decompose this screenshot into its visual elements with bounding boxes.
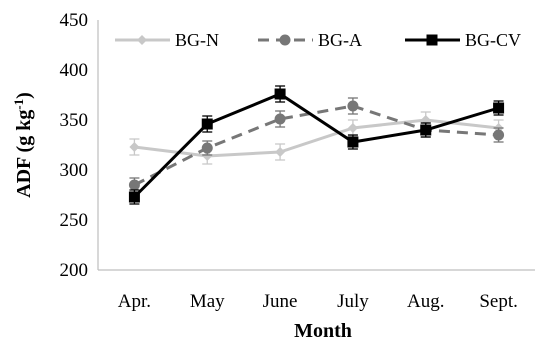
- legend-label-bg-n: BG-N: [175, 30, 219, 50]
- y-tick-label: 350: [60, 110, 89, 131]
- x-tick-label: Sept.: [479, 291, 518, 312]
- legend-item-bg-n: BG-N: [115, 30, 219, 50]
- y-tick-label: 250: [60, 210, 89, 231]
- series-bg-cv: [128, 85, 505, 205]
- legend-label-bg-cv: BG-CV: [465, 30, 521, 50]
- series-layer: [128, 85, 505, 205]
- legend: BG-N BG-A BG-CV: [115, 30, 521, 50]
- x-tick-labels: Apr. May June July Aug. Sept.: [118, 291, 518, 312]
- x-tick-label: July: [337, 291, 369, 312]
- data-point-bg-n: [202, 151, 213, 161]
- data-point-bg-a: [128, 179, 140, 191]
- legend-marker-bg-n: [137, 35, 147, 45]
- data-point-bg-cv: [274, 88, 286, 100]
- y-tick-label: 200: [60, 260, 89, 281]
- x-tick-label: May: [190, 291, 225, 312]
- data-point-bg-a: [493, 129, 505, 141]
- series-bg-n: [129, 111, 504, 165]
- y-axis-title: ADF (g kg-1): [11, 92, 35, 198]
- data-point-bg-cv: [420, 124, 432, 136]
- data-point-bg-cv: [347, 136, 359, 148]
- legend-label-bg-a: BG-A: [318, 30, 362, 50]
- y-tick-label: 450: [60, 10, 89, 31]
- legend-marker-bg-cv: [426, 34, 438, 46]
- y-axis-title-main: ADF (g kg: [13, 110, 35, 198]
- data-point-bg-n: [347, 123, 358, 133]
- y-tick-label: 400: [60, 60, 89, 81]
- data-point-bg-a: [201, 142, 213, 154]
- x-tick-label: Apr.: [118, 291, 151, 312]
- series-line-bg-cv: [133, 92, 500, 199]
- legend-marker-bg-a: [279, 34, 291, 46]
- y-axis-title-superscript: -1: [11, 99, 26, 110]
- data-point-bg-cv: [493, 102, 505, 114]
- x-tick-label: Aug.: [407, 291, 444, 312]
- y-tick-labels: 200 250 300 350 400 450: [60, 10, 89, 281]
- series-line-bg-n: [134, 118, 499, 158]
- legend-item-bg-a: BG-A: [258, 30, 362, 50]
- data-point-bg-cv: [201, 118, 213, 130]
- data-point-bg-a: [274, 113, 286, 125]
- data-point-bg-cv: [128, 191, 140, 203]
- y-tick-label: 300: [60, 160, 89, 181]
- x-tick-label: June: [263, 291, 298, 312]
- y-axis-title-end: ): [13, 92, 35, 99]
- data-point-bg-a: [347, 100, 359, 112]
- x-axis-title: Month: [294, 320, 352, 342]
- legend-item-bg-cv: BG-CV: [405, 30, 521, 50]
- data-point-bg-n: [275, 147, 286, 157]
- data-point-bg-n: [129, 142, 140, 152]
